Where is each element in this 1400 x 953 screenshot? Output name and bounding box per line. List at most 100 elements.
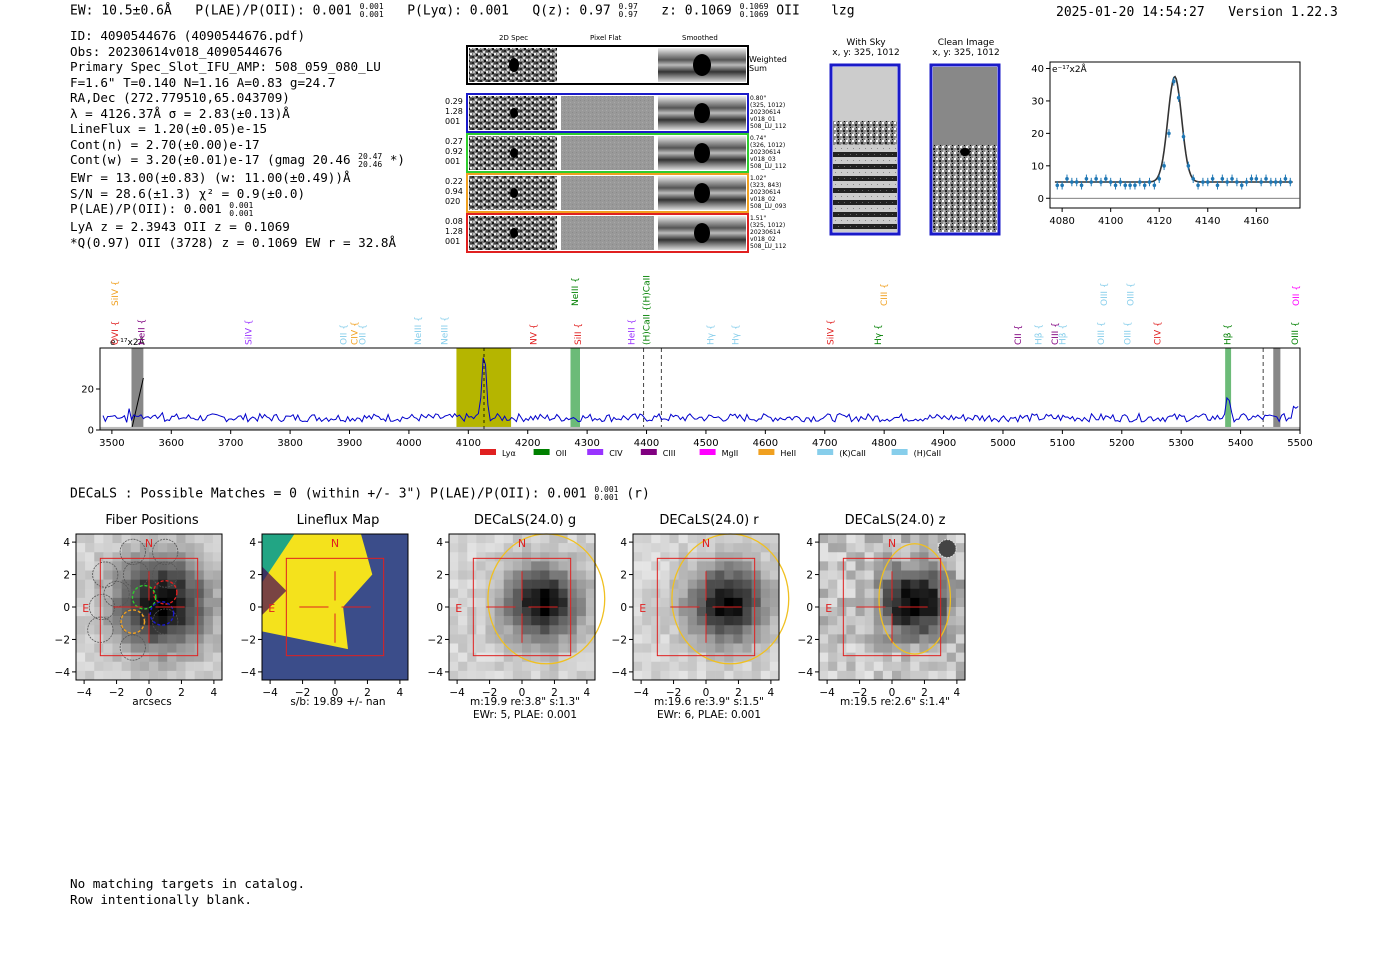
pixel: [512, 625, 523, 635]
pixel: [194, 588, 205, 599]
pixel: [85, 552, 95, 562]
pixel: [892, 607, 902, 617]
zoom-data-point: [1239, 183, 1244, 188]
pixel: [76, 652, 86, 663]
pixel: [733, 661, 743, 672]
pixel: [176, 625, 186, 635]
pixel: [910, 670, 920, 681]
pixel: [85, 670, 95, 681]
pixel: [158, 652, 168, 663]
pixel: [864, 652, 875, 663]
aperture-box: [285, 557, 385, 657]
pixel: [94, 616, 104, 626]
zoom-data-point: [1142, 183, 1147, 188]
pixel: [919, 661, 929, 672]
pixel: [955, 552, 966, 562]
fiber-row-flat: [561, 96, 654, 130]
pixel: [855, 652, 865, 663]
row-right-label: 508_LU_112: [750, 163, 787, 170]
pixel: [882, 634, 893, 644]
pixel: [669, 670, 679, 681]
zoom-data-point: [1167, 131, 1171, 136]
pixel: [149, 543, 159, 553]
pixel: [458, 607, 468, 617]
pixel: [837, 607, 847, 617]
masked-region-2: [1273, 348, 1281, 430]
row-right-label: 20230614: [750, 149, 781, 156]
pixel: [94, 552, 104, 562]
line-label: OIII {: [1124, 321, 1134, 345]
decals-panel-3: NE: [632, 533, 790, 681]
zoom-data-point: [1074, 180, 1079, 184]
pixel: [112, 607, 122, 617]
pixel: [955, 588, 966, 599]
pixel: [130, 625, 141, 635]
row-right-label: 20230614: [750, 229, 781, 236]
pixel: [955, 661, 966, 672]
pixel: [901, 552, 911, 562]
pixel: [558, 643, 568, 653]
pixel: [585, 561, 596, 571]
legend-swatch: [480, 449, 496, 455]
plae-text: P(LAE)/P(OII): 0.001: [195, 3, 352, 19]
pixel: [901, 661, 911, 672]
pixel: [467, 643, 477, 653]
pixel: [651, 561, 661, 571]
pixel: [503, 534, 514, 544]
pixel: [531, 561, 541, 571]
pixel: [751, 661, 762, 672]
pixel: [706, 652, 716, 663]
pixel: [531, 534, 541, 544]
pixel: [185, 552, 195, 562]
line-label: HeII {: [628, 319, 638, 345]
decals-axes-2: −4 −4 −2 −2 0 0 2 2 4 4: [428, 537, 591, 699]
pixel: [873, 543, 884, 553]
pixel: [103, 570, 113, 580]
pixel: [706, 561, 716, 571]
pixel: [846, 561, 856, 571]
pixel: [494, 625, 505, 635]
pixel: [103, 625, 113, 635]
pixel: [882, 588, 893, 599]
pixel: [467, 670, 477, 681]
oii-window-1: [570, 348, 580, 430]
pixel: [937, 570, 948, 580]
pixel: [910, 661, 920, 672]
pixel: [946, 670, 957, 681]
pixel: [476, 570, 486, 580]
pixel: [167, 588, 177, 599]
pixel: [873, 534, 884, 544]
pixel: [660, 561, 670, 571]
panel-y-tick-label: 2: [436, 570, 443, 582]
zoom-y-tick-label: 40: [1031, 64, 1044, 75]
pixel: [642, 643, 652, 653]
pixel: [855, 625, 865, 635]
spectrum-x-tick-label: 4900: [931, 438, 956, 449]
pixel: [449, 625, 459, 635]
pixel: [185, 588, 195, 599]
pixel: [742, 588, 752, 599]
pixel: [742, 634, 752, 644]
pixel: [892, 643, 902, 653]
plae-fraction: 0.001 0.001: [359, 2, 384, 19]
pixel: [678, 534, 689, 544]
pixel: [706, 597, 716, 608]
row-right-label: 0.80": [750, 95, 767, 102]
pixel: [742, 570, 752, 580]
pixel: [742, 561, 752, 571]
pixel: [494, 652, 505, 663]
panel-x-tick-label: 0: [889, 687, 896, 699]
pixel: [742, 670, 752, 681]
pixel: [642, 534, 652, 544]
pixel: [167, 552, 177, 562]
fiber-row-flat: [561, 216, 654, 250]
pixel: [121, 616, 132, 626]
pixel: [724, 597, 734, 608]
pixel: [892, 625, 902, 635]
pixel: [642, 661, 652, 672]
pixel: [567, 543, 578, 553]
info-radec: RA,Dec (272.779510,65.043709): [70, 90, 290, 105]
pixel: [458, 634, 468, 644]
pixel: [715, 552, 725, 562]
pixel: [928, 607, 938, 617]
